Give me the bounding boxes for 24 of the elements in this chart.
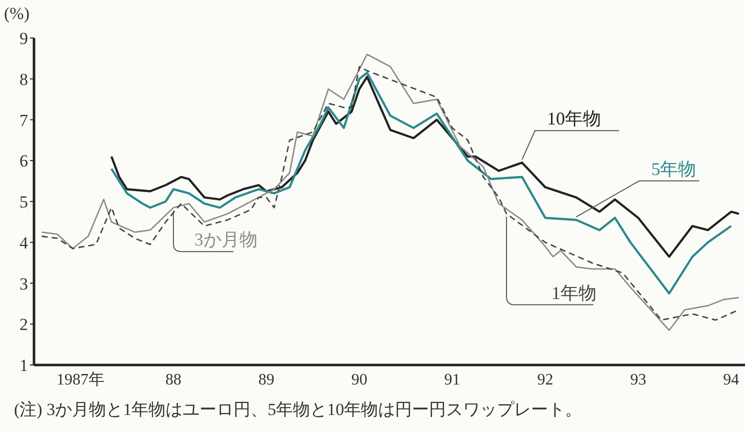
series-label: 3か月物: [194, 230, 258, 250]
text: 10年物: [547, 108, 601, 129]
series-label: 1年物: [552, 282, 597, 303]
x-tick-label: 93: [630, 371, 646, 388]
y-axis-title: (%): [4, 4, 30, 24]
x-tick-label: 92: [537, 371, 554, 388]
y-tick-label: 6: [20, 152, 28, 171]
x-tick-label: 90: [351, 371, 368, 388]
y-tick-label: 9: [20, 29, 28, 48]
text: (注) 3か月物と1年物はユーロ円、5年物と10年物は円ー円スワップレート。: [14, 399, 582, 421]
x-tick-label: 89: [258, 371, 274, 388]
y-tick-label: 8: [20, 70, 28, 89]
x-tick-label: 88: [165, 371, 182, 388]
x-tick-label: 94: [723, 371, 740, 388]
y-tick-label: 2: [20, 315, 28, 334]
x-tick-label: 1987年: [56, 371, 104, 388]
y-tick-label: 4: [20, 233, 28, 252]
text: 5年物: [651, 158, 696, 179]
y-tick-label: 5: [20, 192, 28, 212]
y-tick-label: 3: [20, 274, 28, 294]
x-tick-label: 91: [444, 371, 460, 388]
y-tick-label: 7: [20, 110, 28, 130]
line-series: [110, 76, 740, 258]
y-tick-label: 1: [20, 356, 28, 376]
